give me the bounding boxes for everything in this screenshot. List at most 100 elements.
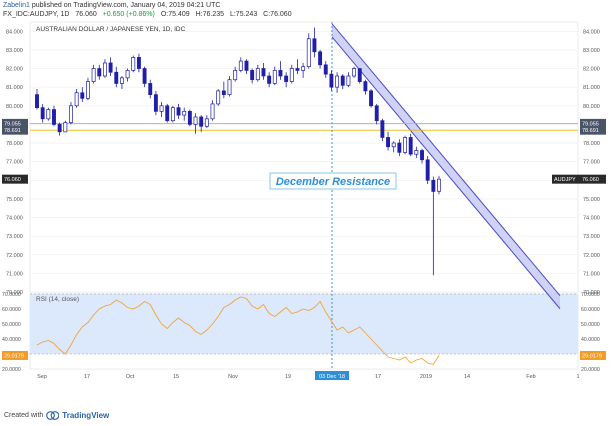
time-tick: 17 — [84, 374, 90, 380]
channel-upper-line[interactable] — [331, 23, 561, 297]
rsi-tick-right: 60.0000 — [581, 307, 600, 313]
svg-text:79.055: 79.055 — [582, 121, 599, 127]
candle — [386, 131, 390, 151]
candle — [182, 107, 187, 121]
price-tick-left: 72.000 — [6, 253, 23, 259]
candle — [170, 105, 175, 123]
candle — [255, 64, 260, 82]
candle — [414, 146, 419, 158]
candle — [323, 61, 328, 78]
rsi-line — [36, 296, 440, 366]
candle — [199, 115, 204, 132]
channel-lower-line[interactable] — [331, 36, 561, 310]
rsi-tick-left: 40.0000 — [2, 337, 21, 343]
svg-text:29.0179: 29.0179 — [582, 353, 602, 359]
candle — [74, 89, 79, 108]
svg-text:78.691: 78.691 — [582, 128, 599, 134]
price-tick-left: 80.000 — [6, 104, 23, 110]
svg-text:76.060: 76.060 — [582, 177, 599, 183]
candle — [391, 141, 396, 153]
candle — [204, 115, 209, 129]
price-tick-left: 84.000 — [6, 29, 23, 35]
date-marker-label-bg — [315, 371, 349, 380]
candle — [250, 68, 255, 84]
time-tick: 1 — [576, 374, 579, 380]
candle — [346, 72, 351, 88]
candle — [380, 118, 385, 142]
time-tick: Oct — [126, 374, 135, 380]
time-tick: 2019 — [420, 374, 432, 380]
price-tick-right: 77.000 — [583, 160, 600, 166]
time-axis[interactable]: Sep 17 Oct 15 Nov 19 03 Dec '18 17 2019 14 Feb 1 — [37, 371, 580, 380]
candle — [437, 175, 441, 195]
high-value: H:76.235 — [195, 11, 225, 18]
candle — [114, 66, 119, 88]
date-marker-label: 03 Dec '18 — [319, 374, 345, 380]
candle — [408, 133, 413, 157]
author-link[interactable]: Zabelin1 — [3, 2, 30, 9]
support-label-left: 78.691 — [2, 125, 28, 135]
candle — [97, 64, 102, 80]
rsi-axis[interactable]: 70.0000 70.0000 60.0000 60.0000 50.0000 50.00… — [2, 292, 600, 373]
rsi-band — [30, 294, 578, 354]
svg-text:78.691: 78.691 — [4, 128, 21, 134]
rsi-tick-left: 70.0000 — [2, 292, 21, 298]
candle — [80, 87, 85, 103]
candle — [69, 102, 73, 125]
candle — [153, 90, 158, 116]
rsi-tick-right: 50.0000 — [581, 322, 600, 328]
price-tick-left: 71.000 — [6, 271, 23, 277]
time-tick: 17 — [375, 374, 381, 380]
price-tick-left: 74.000 — [6, 216, 23, 222]
symbol-name: FX_IDC:AUDJPY, 1D — [3, 11, 70, 18]
price-tick-right: 70.000 — [583, 290, 600, 296]
candle — [86, 77, 90, 101]
svg-text:76.060: 76.060 — [4, 177, 21, 183]
time-tick: Nov — [228, 374, 238, 380]
close-value: C:76.060 — [263, 11, 292, 18]
support-label-right: 79.055 — [580, 118, 606, 128]
time-tick: Feb — [526, 374, 535, 380]
candle — [267, 72, 272, 88]
candle — [318, 49, 323, 69]
annotation-box[interactable]: December Resistance — [269, 172, 397, 190]
rsi-tick-left: 50.0000 — [2, 322, 21, 328]
price-pane[interactable] — [29, 21, 579, 293]
candle — [238, 57, 243, 73]
candle — [35, 89, 39, 110]
candle — [306, 33, 311, 69]
footer-brand[interactable]: TradingView — [62, 411, 110, 420]
candle — [312, 27, 317, 58]
price-tick-right: 81.000 — [583, 85, 600, 91]
support-lines[interactable] — [30, 122, 578, 131]
svg-text:29.0179: 29.0179 — [4, 353, 24, 359]
time-tick: 14 — [464, 374, 470, 380]
rsi-tick-left: 60.0000 — [2, 307, 21, 313]
candle — [40, 103, 45, 123]
candle — [102, 59, 107, 78]
publish-text: published on TradingView.com, January 04… — [31, 2, 221, 9]
grid-lines — [30, 31, 578, 355]
rsi-tick-right: 40.0000 — [581, 337, 600, 343]
price-tick-left: 81.000 — [6, 85, 23, 91]
price-tick-left: 83.000 — [6, 48, 23, 54]
candle — [193, 113, 198, 134]
rsi-value-label-left: 29.0179 — [2, 350, 28, 360]
annotation-frame — [269, 172, 397, 190]
candle — [278, 61, 283, 80]
candle — [244, 59, 249, 75]
downtrend-channel[interactable] — [332, 23, 560, 309]
candle — [369, 89, 374, 108]
symbol-info-bar: FX_IDC:AUDJPY, 1D 76.060 +0.650 (+0.86%)… — [3, 11, 292, 18]
price-axis[interactable]: 84.000 84.000 83.000 83.000 82.000 82.000 81.0… — [6, 29, 600, 296]
price-tick-right: 78.000 — [583, 141, 600, 147]
rsi-tick-left: 20.0000 — [2, 367, 21, 373]
rsi-value-label-right: 29.0179 — [580, 350, 606, 360]
candle — [374, 103, 379, 125]
rsi-title: RSI (14, close) — [36, 296, 79, 303]
footer: Created with TradingView — [4, 411, 109, 420]
price-tick-right: 71.000 — [583, 271, 600, 277]
price-tick-left: 70.000 — [6, 290, 23, 296]
